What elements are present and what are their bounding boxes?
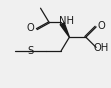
Text: OH: OH xyxy=(94,43,109,53)
Text: O: O xyxy=(27,23,35,33)
Text: S: S xyxy=(27,46,33,56)
Polygon shape xyxy=(60,23,69,37)
Text: NH: NH xyxy=(59,16,74,26)
Text: O: O xyxy=(97,21,105,31)
